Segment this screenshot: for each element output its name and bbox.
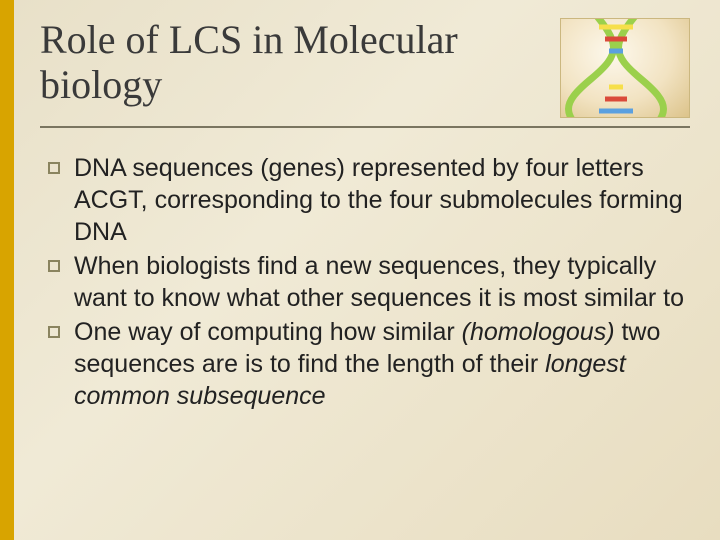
- square-bullet-icon: [48, 260, 60, 272]
- list-item: One way of computing how similar (homolo…: [48, 316, 690, 412]
- bullet-text: One way of computing how similar (homolo…: [74, 316, 690, 412]
- title-underline: [40, 126, 690, 128]
- square-bullet-icon: [48, 326, 60, 338]
- list-item: When biologists find a new sequences, th…: [48, 250, 690, 314]
- header-row: Role of LCS in Molecular biology: [40, 18, 690, 118]
- slide-title: Role of LCS in Molecular biology: [40, 18, 560, 108]
- bullet-text: DNA sequences (genes) represented by fou…: [74, 152, 690, 248]
- dna-helix-icon: [561, 19, 690, 118]
- list-item: DNA sequences (genes) represented by fou…: [48, 152, 690, 248]
- bullet-text: When biologists find a new sequences, th…: [74, 250, 690, 314]
- square-bullet-icon: [48, 162, 60, 174]
- dna-helix-image: [560, 18, 690, 118]
- slide-container: Role of LCS in Molecular biology DNA seq…: [0, 0, 720, 540]
- bullet-list: DNA sequences (genes) represented by fou…: [40, 152, 690, 412]
